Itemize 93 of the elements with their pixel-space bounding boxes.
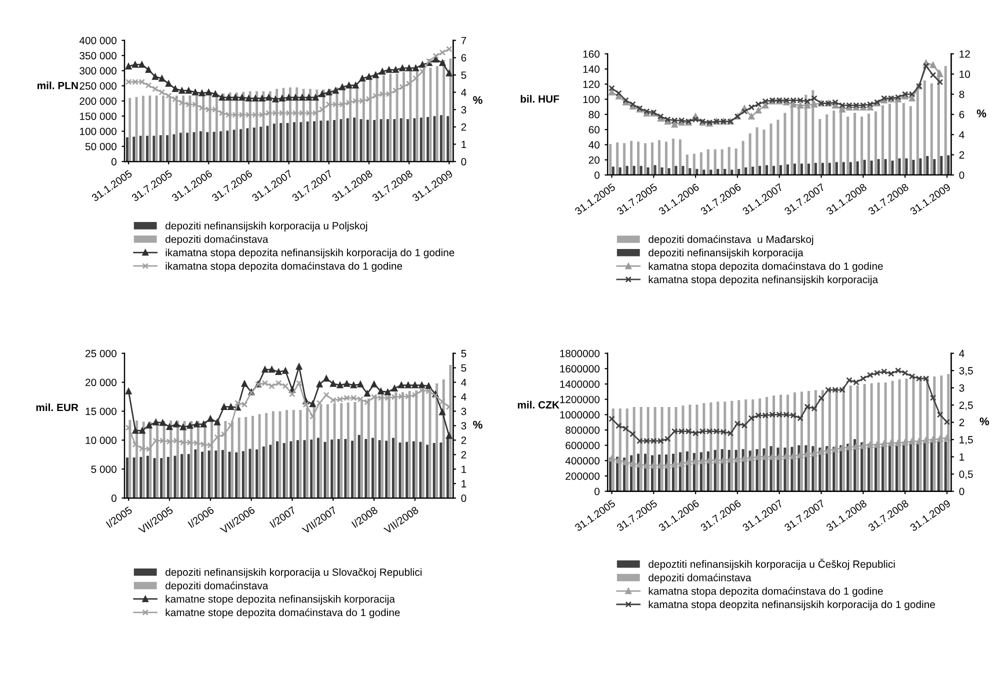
y-tick-label: 0 (111, 158, 116, 166)
y2-tick-label: 7 (461, 36, 466, 44)
y2-tick-label: 2,5 (959, 402, 973, 410)
y2-tick-label: 2 (959, 418, 964, 426)
y-tick-label: 150 000 (80, 112, 116, 120)
y2-tick-label: 5 (461, 364, 466, 372)
y2-tick-label: 1 (462, 140, 466, 148)
legend-label: kamatne stope depozita domaćinstava do 1 godine (166, 608, 400, 618)
y2-tick-label: 1 (462, 480, 466, 488)
y2-tick-label: 4 (959, 131, 964, 138)
y-tick-label: 1200000 (560, 396, 600, 404)
y2-tick-label: 0 (959, 171, 964, 179)
y2-tick-label: 0 (461, 494, 466, 502)
y-tick-label: 160 (583, 50, 600, 58)
legend-label: ikamatna stopa depozita domaćinstava do 1 godine (166, 262, 402, 272)
y-tick-label: 1400000 (560, 380, 600, 388)
y2-tick-label: 8 (959, 90, 964, 98)
y2-tick-label: 3 (461, 106, 466, 114)
legend-label: depoziti domaćinstava (166, 235, 268, 245)
y-tick-label: 20 (588, 156, 600, 164)
legend-label: depoziti nefinansijskih korporacija (648, 248, 804, 258)
y-tick-label: 200 000 (80, 97, 116, 105)
legend-label: kamatna stopa depozita nefinansijskih korporacija (648, 276, 878, 286)
y-tick-label: 800000 (566, 426, 600, 434)
legend-label: depoztiti nefinansijskih korporacija u Češkoj Republici (648, 558, 895, 570)
y2-axis-title: % (473, 96, 482, 104)
y-tick-label: 0 (594, 171, 600, 179)
legend-label: depoziti domaćinstava (648, 574, 752, 584)
y2-tick-label: 2 (461, 123, 466, 131)
y2-tick-label: 2 (461, 436, 466, 444)
y2-tick-label: 4 (959, 350, 964, 358)
y-tick-label: 40 (588, 141, 600, 149)
y2-tick-label: 10 (960, 70, 970, 78)
y2-tick-label: 1,5 (960, 436, 973, 445)
y2-tick-label: 4 (461, 378, 466, 386)
y-axis-title: mil. CZK (518, 400, 560, 409)
y2-tick-label: 0,5 (959, 470, 973, 480)
y-tick-label: 25 000 (86, 350, 116, 358)
y2-tick-label: 3 (959, 384, 964, 392)
y2-tick-label: 4 (461, 88, 466, 96)
y-tick-label: 350 000 (80, 52, 116, 60)
legend-label: depoziti domaćinstava (166, 582, 268, 592)
y2-tick-label: 12 (960, 50, 970, 58)
legend-label: kamatne stope depozita nefinansijskih korporacija (166, 595, 396, 605)
y-tick-label: 60 (588, 126, 600, 134)
y2-tick-label: 5 (461, 350, 466, 358)
y-tick-label: 20 000 (86, 378, 116, 386)
y-tick-label: 120 (583, 80, 600, 88)
legend-label: depoziti nefinansijskih korporacija u Poljskoj (166, 222, 368, 232)
y-tick-label: 100 000 (80, 128, 116, 136)
y2-tick-label: 1 (960, 453, 964, 461)
y-tick-label: 400000 (565, 457, 600, 465)
y-tick-label: 1800000 (560, 350, 600, 358)
y2-tick-label: 3 (461, 408, 466, 416)
y-tick-label: 1000000 (560, 411, 600, 419)
y-tick-label: 300 000 (80, 67, 116, 75)
y2-tick-label: 0 (461, 158, 466, 166)
y2-tick-label: 0 (959, 488, 964, 496)
y-tick-label: 1600000 (560, 365, 600, 373)
y-tick-label: 80 (588, 110, 600, 118)
y-tick-label: 15 000 (86, 408, 116, 416)
y-tick-label: 50 000 (85, 142, 116, 150)
y-tick-label: 0 (111, 494, 116, 502)
legend-label: ikamatna stopa depozita nefinansijskih korporacija do 1 godine (166, 248, 454, 258)
y2-tick-label: 1 (462, 466, 466, 473)
legend-label: kamatna stopa deopzita nefinansijskih korporacija do 1 godine (648, 600, 935, 610)
y-tick-label: 600000 (566, 442, 600, 450)
y-axis-title: mil. EUR (36, 403, 78, 412)
y2-tick-label: 3,5 (959, 367, 973, 376)
y2-axis-title: % (976, 110, 986, 118)
y-tick-label: 140 (583, 65, 600, 73)
y2-tick-label: 3 (461, 422, 466, 430)
y2-tick-label: 2 (959, 151, 964, 159)
y-axis-title: bil. HUF (520, 95, 560, 103)
y2-tick-label: 4 (461, 393, 466, 401)
y2-tick-label: 6 (461, 54, 466, 62)
y-tick-label: 5 000 (91, 466, 116, 473)
y-tick-label: 10 000 (86, 436, 116, 444)
legend-label: depoziti domaćinstava u Mađarskoj (648, 235, 814, 246)
y2-axis-title: % (473, 420, 482, 429)
legend-label: depoziti nefinansijskih korporacija u Slovačkoj Republici (166, 568, 422, 578)
legend-label: kamatna stopa depozita domaćinstava do 1 godine (648, 262, 883, 272)
y-tick-label: 400 000 (79, 36, 116, 44)
y-tick-label: 100 (583, 96, 600, 104)
y-tick-label: 250 000 (80, 82, 116, 90)
y2-tick-label: 2 (461, 451, 466, 458)
y-tick-label: 200000 (566, 472, 600, 480)
y-tick-label: 0 (594, 488, 600, 496)
y2-tick-label: 6 (959, 110, 964, 118)
legend-label: kamatna stopa depozita domaćinstava do 1 godine (648, 587, 883, 597)
y2-axis-title: % (980, 417, 990, 426)
y2-tick-label: 5 (461, 72, 466, 79)
y-axis-title: mil. PLN (38, 82, 78, 90)
